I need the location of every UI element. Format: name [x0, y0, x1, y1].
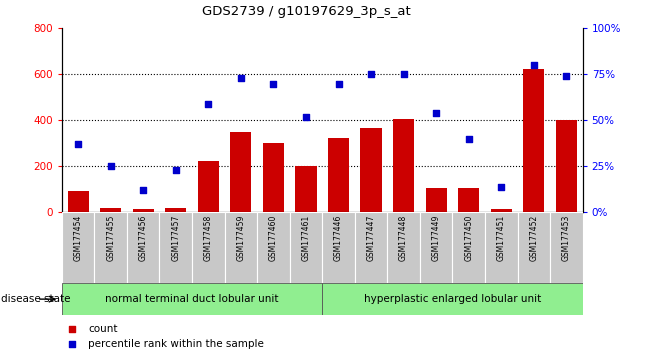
Bar — [328, 138, 349, 212]
Bar — [257, 212, 290, 283]
Text: GSM177453: GSM177453 — [562, 215, 571, 261]
Point — [138, 188, 148, 193]
Text: count: count — [88, 324, 117, 334]
Bar — [393, 119, 414, 212]
Point — [366, 72, 376, 77]
Text: GSM177451: GSM177451 — [497, 215, 506, 261]
Bar — [523, 69, 544, 212]
Bar — [133, 209, 154, 212]
Text: GSM177460: GSM177460 — [269, 215, 278, 261]
Bar — [230, 132, 251, 212]
Point — [67, 326, 77, 331]
Point — [171, 167, 181, 173]
Text: GSM177458: GSM177458 — [204, 215, 213, 261]
Bar — [94, 212, 127, 283]
Bar — [100, 208, 121, 212]
Bar — [68, 190, 89, 212]
Bar — [322, 283, 583, 315]
Point — [333, 81, 344, 86]
Point — [431, 110, 441, 116]
Bar — [159, 212, 192, 283]
Point — [203, 101, 214, 107]
Point — [268, 81, 279, 86]
Bar — [420, 212, 452, 283]
Text: hyperplastic enlarged lobular unit: hyperplastic enlarged lobular unit — [364, 294, 541, 304]
Bar — [485, 212, 518, 283]
Text: GSM177447: GSM177447 — [367, 215, 376, 261]
Text: GSM177446: GSM177446 — [334, 215, 343, 261]
Point — [67, 341, 77, 347]
Bar — [550, 212, 583, 283]
Bar — [452, 212, 485, 283]
Bar — [458, 188, 479, 212]
Point — [561, 73, 572, 79]
Point — [73, 142, 83, 147]
Bar — [62, 283, 322, 315]
Point — [105, 164, 116, 169]
Point — [464, 136, 474, 142]
Text: normal terminal duct lobular unit: normal terminal duct lobular unit — [105, 294, 279, 304]
Text: disease state: disease state — [1, 294, 70, 304]
Point — [236, 75, 246, 81]
Text: GSM177452: GSM177452 — [529, 215, 538, 261]
Text: GSM177455: GSM177455 — [106, 215, 115, 261]
Point — [398, 72, 409, 77]
Bar — [263, 143, 284, 212]
Text: GDS2739 / g10197629_3p_s_at: GDS2739 / g10197629_3p_s_at — [202, 5, 410, 18]
Text: GSM177454: GSM177454 — [74, 215, 83, 261]
Bar — [127, 212, 159, 283]
Bar — [361, 129, 381, 212]
Bar — [192, 212, 225, 283]
Text: GSM177448: GSM177448 — [399, 215, 408, 261]
Text: GSM177457: GSM177457 — [171, 215, 180, 261]
Text: GSM177450: GSM177450 — [464, 215, 473, 261]
Text: GSM177449: GSM177449 — [432, 215, 441, 261]
Text: GSM177456: GSM177456 — [139, 215, 148, 261]
Bar — [290, 212, 322, 283]
Bar — [225, 212, 257, 283]
Point — [301, 114, 311, 120]
Bar — [556, 120, 577, 212]
Bar — [491, 209, 512, 212]
Bar — [355, 212, 387, 283]
Point — [529, 62, 539, 68]
Bar — [518, 212, 550, 283]
Bar — [296, 166, 316, 212]
Bar — [387, 212, 420, 283]
Bar — [322, 212, 355, 283]
Text: percentile rank within the sample: percentile rank within the sample — [88, 339, 264, 349]
Text: GSM177461: GSM177461 — [301, 215, 311, 261]
Bar — [426, 188, 447, 212]
Point — [496, 184, 506, 189]
Bar — [62, 212, 94, 283]
Bar — [165, 208, 186, 212]
Text: GSM177459: GSM177459 — [236, 215, 245, 261]
Bar — [198, 161, 219, 212]
